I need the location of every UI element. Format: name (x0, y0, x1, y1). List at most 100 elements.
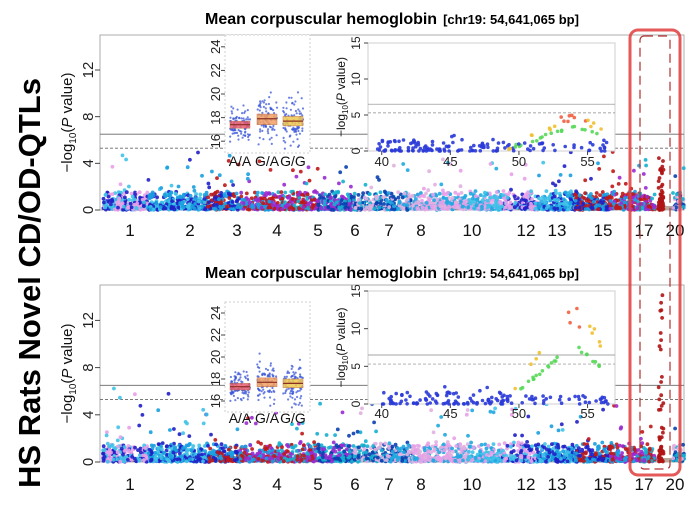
zoom-snp-point (532, 147, 536, 151)
snp-point (123, 196, 127, 200)
snp-point (583, 197, 587, 201)
snp-point (244, 445, 248, 449)
snp-point (500, 205, 504, 209)
snp-point (112, 387, 116, 391)
snp-point (658, 204, 662, 208)
snp-point (682, 166, 686, 170)
boxplot-point (295, 134, 297, 136)
snp-point (159, 186, 163, 190)
snp-point (495, 196, 499, 200)
snp-point (205, 413, 209, 417)
zoom-snp-point (379, 145, 383, 149)
snp-point (379, 190, 383, 194)
zoom-snp-point (553, 149, 557, 153)
y-label-p: P (59, 118, 76, 128)
boxplot-point (263, 126, 265, 128)
snp-point (286, 196, 290, 200)
zoom-snp-point (486, 142, 490, 146)
snp-point (114, 447, 118, 451)
snp-point (377, 178, 381, 182)
genotype-label: G/G (280, 153, 306, 169)
y-tick-label: 8 (80, 112, 97, 120)
snp-point (569, 189, 573, 193)
snp-point (589, 177, 593, 181)
snp-point (148, 194, 152, 198)
snp-point (642, 172, 646, 176)
snp-point (282, 183, 286, 187)
snp-point (201, 459, 205, 463)
boxplot-point (243, 134, 245, 136)
zoom-snp-point (422, 149, 426, 153)
snp-point (127, 185, 131, 189)
snp-point (139, 450, 143, 454)
snp-point (365, 206, 369, 210)
snp-point (308, 179, 312, 183)
snp-point (510, 172, 514, 176)
snp-point (313, 198, 317, 202)
snp-point (109, 451, 113, 455)
snp-point (439, 183, 443, 187)
snp-point (117, 197, 121, 201)
snp-point (426, 188, 430, 192)
snp-point (179, 195, 183, 199)
zoom-snp-point (540, 142, 544, 146)
boxplot-point (286, 107, 288, 109)
snp-point (469, 202, 473, 206)
zoom-snp-point (571, 125, 575, 129)
snp-point (462, 200, 466, 204)
snp-point (203, 193, 207, 197)
boxplot-point (248, 139, 250, 141)
snp-point (411, 194, 415, 198)
snp-point (283, 205, 287, 209)
snp-point (652, 206, 656, 210)
snp-point (671, 191, 675, 195)
snp-point (545, 197, 549, 201)
zoom-snp-point (471, 149, 475, 153)
boxplot-point (271, 137, 273, 139)
x-tick-label: 15 (594, 221, 613, 240)
snp-point (661, 191, 665, 195)
snp-point (120, 447, 124, 451)
snp-point (618, 176, 622, 180)
snp-point (295, 458, 299, 462)
boxplot-point (285, 113, 287, 115)
snp-point (174, 192, 178, 196)
boxplot-point (240, 131, 242, 133)
snp-point (124, 158, 128, 162)
snp-point (312, 440, 316, 444)
boxplot-point (300, 112, 302, 114)
snp-point (563, 164, 567, 168)
snp-point (209, 433, 213, 437)
zoom-snp-point (419, 147, 423, 151)
snp-point (341, 180, 345, 184)
snp-point (401, 196, 405, 200)
snp-point (323, 176, 327, 180)
snp-point (596, 161, 600, 165)
snp-point (287, 445, 291, 449)
boxplot-point (257, 108, 259, 110)
zoom-snp-point (539, 136, 543, 140)
snp-point (347, 444, 351, 448)
snp-point (119, 455, 123, 459)
snp-point (107, 195, 111, 199)
snp-point (105, 434, 109, 438)
boxplot-point (244, 131, 246, 133)
snp-point (263, 205, 267, 209)
snp-point (681, 205, 685, 209)
snp-point (414, 197, 418, 201)
x-tick-label: 17 (635, 221, 654, 240)
snp-point (295, 427, 299, 431)
chart-title-locus: [chr19: 54,641,065 bp] (443, 12, 579, 27)
snp-point (330, 208, 334, 212)
snp-point (495, 190, 499, 194)
snp-point (142, 204, 146, 208)
snp-point (152, 193, 156, 197)
snp-point (251, 203, 255, 207)
zoom-snp-point (508, 147, 512, 151)
snp-point (201, 408, 205, 412)
snp-point (187, 202, 191, 206)
zoom-snp-point (447, 144, 451, 148)
zoom-y-label-p: P (334, 93, 348, 101)
snp-point (582, 202, 586, 206)
snp-point (241, 455, 245, 459)
